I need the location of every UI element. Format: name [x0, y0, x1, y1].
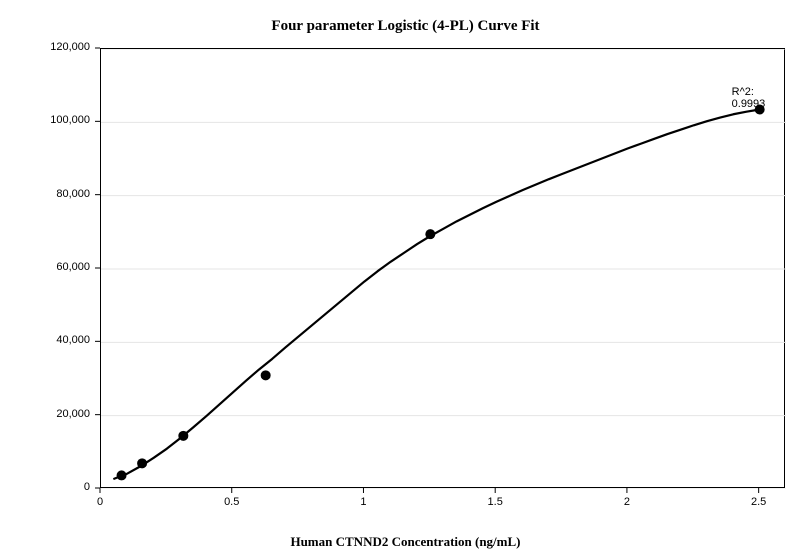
tick-marks-svg [0, 0, 811, 560]
chart-container: Four parameter Logistic (4-PL) Curve Fit… [0, 0, 811, 560]
